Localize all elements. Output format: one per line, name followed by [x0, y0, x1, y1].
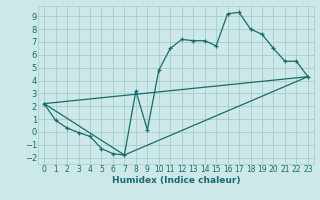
X-axis label: Humidex (Indice chaleur): Humidex (Indice chaleur): [112, 176, 240, 185]
